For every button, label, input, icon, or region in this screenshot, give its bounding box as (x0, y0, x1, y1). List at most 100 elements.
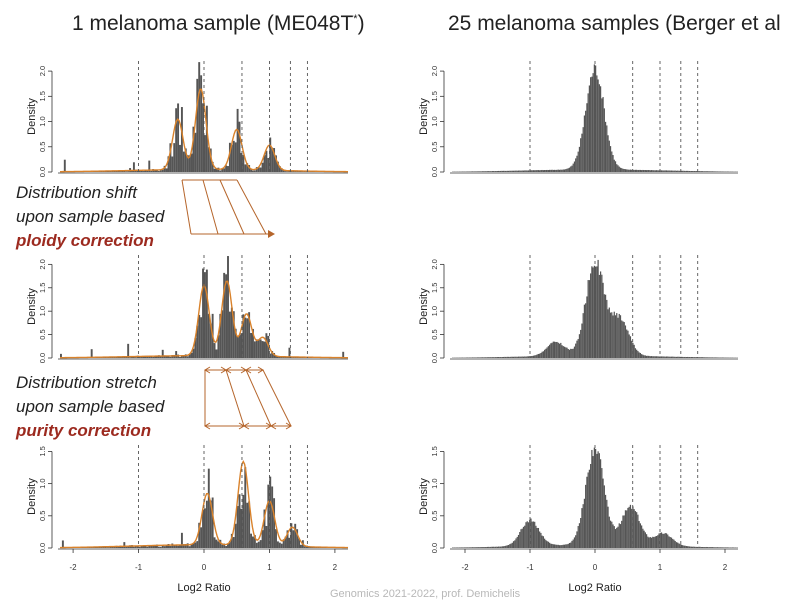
histogram-bar (675, 171, 676, 172)
histogram-bar (718, 171, 719, 172)
histogram-bar (560, 545, 561, 548)
histogram-bar (554, 342, 555, 358)
histogram-bar (524, 170, 525, 172)
histogram-bar (591, 77, 592, 172)
histogram-bar (530, 356, 531, 358)
histogram-bar (645, 355, 646, 358)
histogram-bar (568, 168, 569, 172)
histogram-bar (556, 170, 557, 172)
histogram-bar (665, 357, 666, 358)
histogram-bar (692, 357, 693, 358)
histogram-bar (560, 170, 561, 172)
histogram-bar (518, 535, 519, 548)
histogram-bar (206, 270, 208, 358)
histogram-bar (626, 510, 627, 548)
histogram-bar (686, 357, 687, 358)
histogram-bar (277, 541, 279, 548)
histogram-bar (593, 73, 594, 172)
histogram-bar (615, 161, 616, 172)
histogram-bar (187, 356, 189, 358)
histogram-bar (523, 357, 524, 358)
y-tick-label: 0.0 (38, 167, 47, 177)
histogram-bar (300, 545, 302, 548)
histogram-bar (640, 353, 641, 358)
x-tick-label: -2 (70, 563, 78, 572)
histogram-bar (580, 138, 581, 172)
histogram-bar (508, 171, 509, 172)
footer-credit: Genomics 2021-2022, prof. Demichelis (330, 588, 520, 600)
histogram-bar (469, 171, 470, 172)
histogram-bar (508, 357, 509, 358)
histogram-bar (629, 170, 630, 172)
histogram-bar (570, 349, 571, 358)
histogram-bar (492, 357, 493, 358)
histogram-bar (519, 171, 520, 172)
histogram-bar (150, 171, 152, 172)
histogram-bar (473, 547, 474, 548)
x-tick-label: -1 (135, 563, 143, 572)
histogram-bar (610, 313, 611, 358)
x-tick-label: 0 (593, 563, 598, 572)
y-tick-label: 0.0 (430, 167, 439, 177)
histogram-bar (665, 533, 666, 548)
histogram-bar (503, 171, 504, 172)
histogram-bar (629, 507, 630, 548)
histogram-bar (279, 543, 281, 548)
histogram-bar (627, 331, 628, 358)
histogram-bar (556, 342, 557, 358)
histogram-bar (246, 318, 248, 358)
histogram-bar (556, 545, 557, 548)
histogram-bar (237, 336, 239, 358)
histogram-bar (650, 537, 651, 548)
histogram-bar (668, 170, 669, 172)
histogram-bar (647, 170, 648, 172)
histogram-bar (476, 547, 477, 548)
histogram-bar (707, 547, 708, 548)
y-tick-label: 2.0 (38, 66, 47, 76)
histogram-bar (688, 357, 689, 358)
histogram-bar (532, 170, 533, 172)
histogram-bar (505, 546, 506, 548)
histogram-bar (688, 171, 689, 172)
histogram-bar (691, 547, 692, 548)
histogram-bar (494, 171, 495, 172)
histogram-bar (133, 547, 135, 548)
histogram-bar (254, 341, 256, 358)
histogram-bar (484, 171, 485, 172)
histogram-bar (499, 357, 500, 358)
histogram-bar (709, 357, 710, 358)
histogram-bar (621, 320, 622, 358)
histogram-bar (538, 528, 539, 548)
histogram-bar (637, 351, 638, 358)
y-tick-label: 0.5 (430, 329, 439, 339)
histogram-bar (152, 357, 154, 358)
histogram-bar (721, 547, 722, 548)
histogram-bar (519, 532, 520, 548)
histogram-bar (198, 315, 200, 358)
histogram-bar (580, 330, 581, 358)
histogram-bar (596, 75, 597, 172)
histogram-bar (658, 356, 659, 358)
histogram-bar (668, 357, 669, 358)
histogram-bar (576, 531, 577, 548)
histogram-bar (561, 170, 562, 172)
histogram-bar (489, 171, 490, 172)
histogram-bar (658, 170, 659, 172)
y-tick-label: 1.5 (430, 283, 439, 293)
y-tick-label: 1.0 (430, 478, 439, 488)
histogram-bar (549, 543, 550, 548)
histogram-bar (175, 351, 177, 358)
histogram-bar (683, 357, 684, 358)
histogram-bar (687, 546, 688, 548)
histogram-bar (558, 343, 559, 358)
histogram-bar (673, 540, 674, 548)
histogram-bar (719, 547, 720, 548)
histogram-bar (683, 546, 684, 548)
histogram-bar (535, 355, 536, 358)
histogram-bar (676, 357, 677, 358)
histogram-bar (711, 171, 712, 172)
histogram-bar (671, 538, 672, 548)
histogram-bar (262, 163, 264, 172)
histogram-bar (492, 171, 493, 172)
histogram-bar (555, 342, 556, 358)
